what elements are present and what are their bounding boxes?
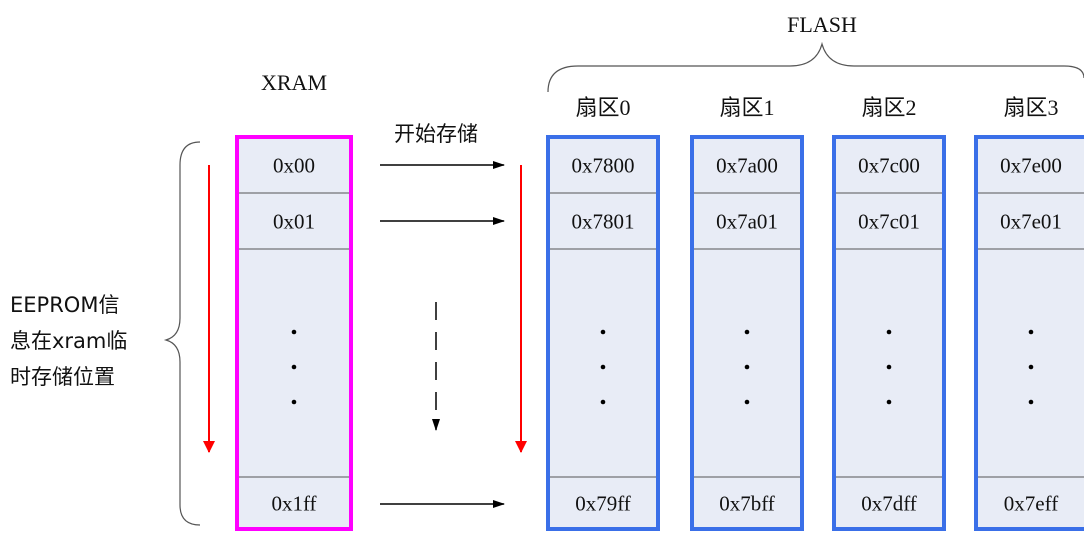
sector-0-addr-second: 0x7801 xyxy=(571,209,635,234)
xram-label: XRAM xyxy=(260,70,328,95)
sector-1-addr-last: 0x7bff xyxy=(719,491,775,516)
sector-1-addr-first: 0x7a00 xyxy=(716,153,778,178)
sector-2-addr-second: 0x7c01 xyxy=(858,209,920,234)
sector-2-addr-first: 0x7c00 xyxy=(858,153,920,178)
sector-1-addr-second: 0x7a01 xyxy=(716,209,778,234)
sector-0-addr-first: 0x7800 xyxy=(571,153,635,178)
xram-addr-last: 0x1ff xyxy=(271,491,317,516)
xram-addr-second: 0x01 xyxy=(273,209,315,234)
sector-3-addr-second: 0x7e01 xyxy=(1000,209,1062,234)
sector-column-0 xyxy=(546,135,660,531)
sector-column-3 xyxy=(974,135,1084,531)
side-label-line-2: 息在xram临 xyxy=(10,329,128,353)
sector-3-addr-last: 0x7eff xyxy=(1003,491,1059,516)
sector-column-1 xyxy=(690,135,804,531)
flash-label: FLASH xyxy=(787,12,857,37)
sector-label-2: 扇区2 xyxy=(861,95,917,120)
xram-addr-first: 0x00 xyxy=(273,153,315,178)
sector-label-3: 扇区3 xyxy=(1003,95,1059,120)
flash-brace xyxy=(547,41,1084,93)
side-label-line-3: 时存储位置 xyxy=(10,365,115,389)
sector-label-1: 扇区1 xyxy=(719,95,775,120)
side-brace xyxy=(163,141,201,526)
sector-2-addr-last: 0x7dff xyxy=(861,491,917,516)
sector-label-0: 扇区0 xyxy=(575,95,631,120)
side-label: EEPROM信 息在xram临 时存储位置 xyxy=(10,287,127,395)
sector-0-addr-last: 0x79ff xyxy=(575,491,631,516)
sector-column-2 xyxy=(832,135,946,531)
sector-3-addr-first: 0x7e00 xyxy=(1000,153,1062,178)
side-label-line-1: EEPROM信 xyxy=(10,293,120,317)
start-label: 开始存储 xyxy=(394,122,478,146)
xram-column xyxy=(235,135,353,531)
